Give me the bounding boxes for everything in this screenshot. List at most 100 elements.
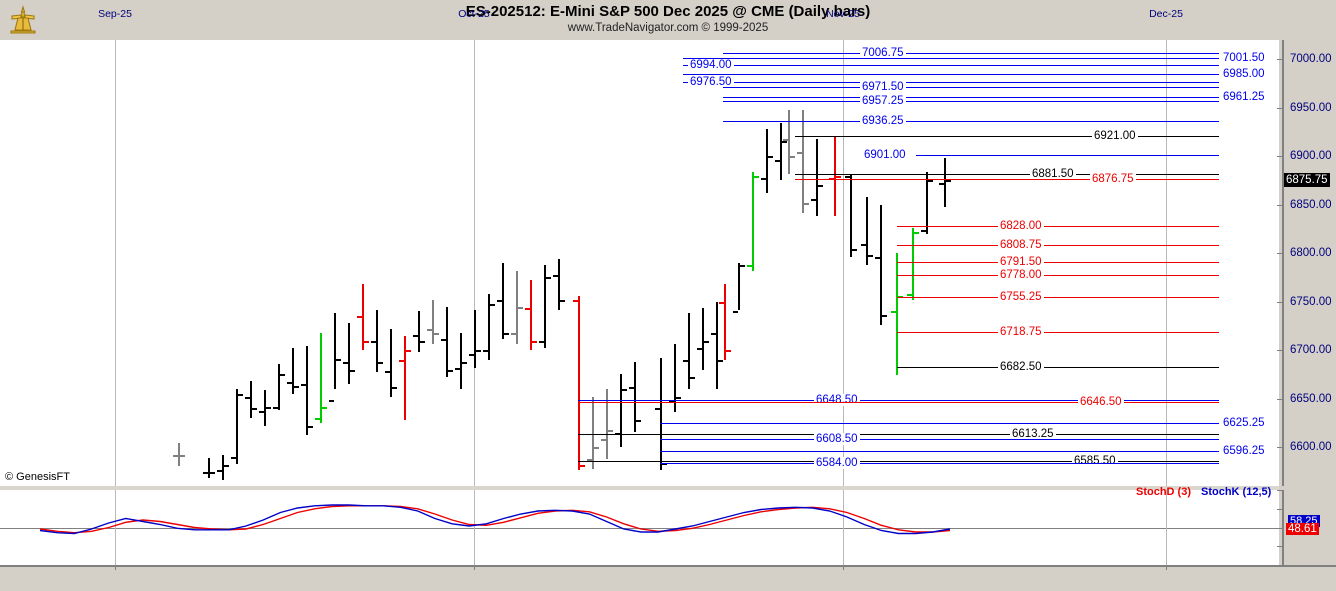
price-level-line[interactable] — [795, 174, 1219, 176]
ohlc-close-tick — [462, 361, 467, 364]
price-level-line[interactable] — [723, 100, 1219, 102]
month-gridline — [115, 40, 116, 486]
price-level-line[interactable] — [660, 438, 1219, 440]
price-level-line[interactable] — [683, 57, 1219, 59]
ohlc-close-tick — [726, 350, 731, 353]
price-level-line[interactable] — [897, 296, 1219, 298]
price-level-line[interactable] — [660, 462, 1219, 464]
ohlc-bar — [578, 295, 580, 471]
ohlc-close-tick — [704, 340, 709, 343]
ohlc-open-tick — [287, 382, 292, 385]
price-level-line[interactable] — [795, 178, 1219, 180]
price-level-line[interactable] — [795, 135, 1219, 137]
ohlc-bar — [606, 389, 608, 459]
date-axis-label: Oct-25 — [458, 8, 490, 20]
ohlc-open-tick — [655, 408, 660, 411]
month-gridline — [1166, 490, 1167, 565]
ohlc-bar — [362, 284, 364, 351]
price-level-line[interactable] — [723, 87, 1219, 89]
ohlc-open-tick — [483, 350, 488, 353]
price-level-line[interactable] — [660, 422, 1219, 424]
ohlc-bar — [404, 335, 406, 421]
price-level-line[interactable] — [683, 73, 1219, 75]
stochk-line — [39, 504, 951, 535]
price-axis-label: 6850.00 — [1290, 198, 1332, 211]
price-level-line[interactable] — [578, 461, 1219, 463]
price-level-label: 6921.00 — [1092, 129, 1138, 142]
date-axis[interactable] — [0, 565, 1336, 591]
ohlc-close-tick — [308, 425, 313, 428]
ohlc-open-tick — [231, 456, 236, 459]
price-level-line[interactable] — [723, 96, 1219, 98]
price-level-line[interactable] — [897, 332, 1219, 334]
date-axis-label: Dec-25 — [1149, 8, 1183, 20]
price-level-line[interactable] — [897, 226, 1219, 228]
price-level-line[interactable] — [578, 434, 1219, 436]
price-level-label: 6682.50 — [998, 361, 1044, 374]
ohlc-open-tick — [371, 340, 376, 343]
ohlc-open-tick — [497, 299, 502, 302]
price-level-label: 6994.00 — [688, 59, 734, 72]
ohlc-bar — [348, 323, 350, 385]
price-level-line[interactable] — [578, 402, 1219, 404]
price-level-line[interactable] — [897, 261, 1219, 263]
price-axis-label: 6950.00 — [1290, 101, 1332, 114]
ohlc-open-tick — [273, 407, 278, 410]
month-gridline — [474, 40, 475, 486]
ohlc-open-tick — [455, 367, 460, 370]
ohlc-open-tick — [733, 311, 738, 314]
price-level-line[interactable] — [578, 400, 1219, 402]
price-level-line[interactable] — [723, 121, 1219, 123]
ohlc-open-tick — [441, 338, 446, 341]
price-level-label: 6957.25 — [860, 94, 906, 107]
ohlc-open-tick — [413, 334, 418, 337]
price-level-line[interactable] — [897, 367, 1219, 369]
ohlc-open-tick — [385, 370, 390, 373]
ohlc-bar — [592, 396, 594, 469]
price-level-label: 6584.00 — [814, 456, 860, 469]
ohlc-close-tick — [852, 249, 857, 252]
ohlc-open-tick — [315, 418, 320, 421]
price-level-line[interactable] — [683, 65, 1219, 67]
price-chart-pane[interactable]: 7006.75 7001.50 6994.00 6985.00 6976.50 6971.… — [0, 40, 1279, 486]
price-level-label: 6828.00 — [998, 220, 1044, 233]
date-axis-tick — [843, 565, 844, 570]
price-level-line[interactable] — [683, 82, 1219, 84]
ohlc-open-tick — [629, 387, 634, 390]
price-level-line[interactable] — [897, 274, 1219, 276]
ohlc-bar — [488, 294, 490, 360]
ohlc-open-tick — [719, 301, 724, 304]
ohlc-close-tick — [818, 185, 823, 188]
price-level-label: 6585.50 — [1072, 455, 1118, 468]
ohlc-open-tick — [761, 177, 766, 180]
ohlc-open-tick — [829, 177, 834, 180]
ohlc-open-tick — [711, 332, 716, 335]
ohlc-close-tick — [718, 359, 723, 362]
ohlc-bar — [236, 389, 238, 464]
price-level-label: 6791.50 — [998, 255, 1044, 268]
price-axis-tick — [1277, 204, 1284, 206]
ohlc-open-tick — [861, 243, 866, 246]
price-axis-tick — [1277, 59, 1284, 61]
month-gridline — [474, 490, 475, 565]
ohlc-bar — [912, 228, 914, 300]
price-level-label: 6755.25 — [998, 290, 1044, 303]
ohlc-bar — [390, 328, 392, 397]
price-level-label: 6976.50 — [688, 76, 734, 89]
ohlc-close-tick — [804, 202, 809, 205]
ohlc-open-tick — [399, 359, 404, 362]
ohlc-open-tick — [427, 328, 432, 331]
genesisft-watermark: © GenesisFT — [5, 471, 70, 483]
ohlc-bar — [432, 299, 434, 345]
price-axis[interactable] — [1279, 40, 1336, 486]
indicator-axis-tick — [1277, 508, 1284, 510]
ohlc-close-tick — [434, 332, 439, 335]
price-level-line[interactable] — [897, 244, 1219, 246]
price-level-line[interactable] — [916, 155, 1219, 157]
stochastic-indicator-pane[interactable] — [0, 490, 1279, 565]
ohlc-open-tick — [775, 160, 780, 163]
price-level-line[interactable] — [660, 450, 1219, 452]
price-level-line[interactable] — [723, 52, 1219, 54]
ohlc-bar — [716, 301, 718, 390]
